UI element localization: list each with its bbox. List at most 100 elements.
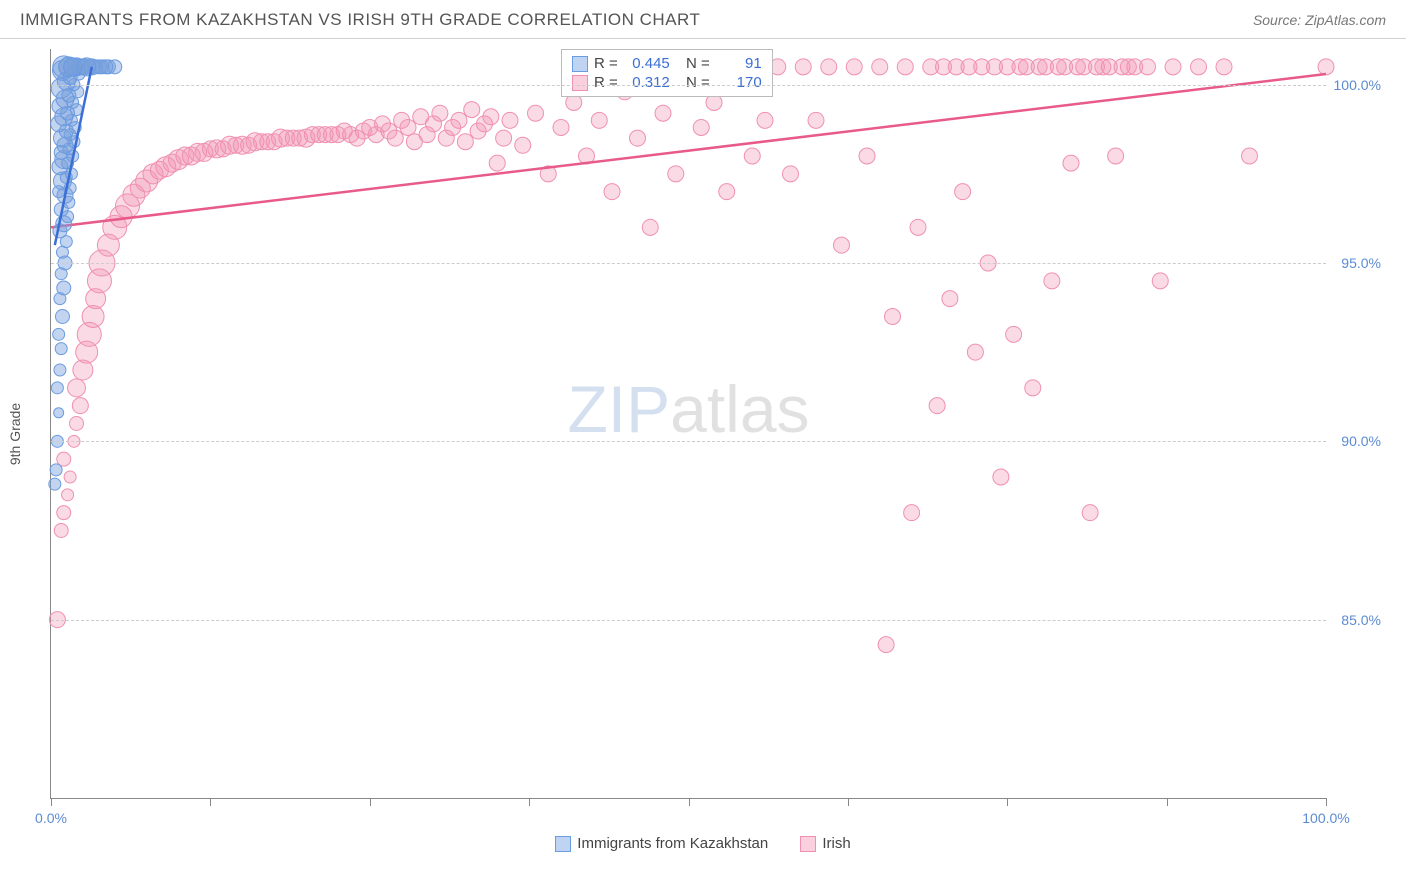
- y-axis-label: 9th Grade: [7, 403, 23, 465]
- scatter-plot-svg: [51, 49, 1326, 798]
- n-label-1: N =: [686, 55, 710, 72]
- x-tick: [848, 798, 849, 806]
- scatter-point: [795, 59, 811, 75]
- gridline-h: [51, 85, 1326, 86]
- legend-swatch-series1: [572, 56, 588, 72]
- x-tick: [1167, 798, 1168, 806]
- y-tick-label: 95.0%: [1341, 255, 1381, 271]
- scatter-point: [885, 309, 901, 325]
- legend-stats-row-2: R = 0.312 N = 170: [572, 73, 762, 92]
- scatter-point: [630, 130, 646, 146]
- scatter-point: [897, 59, 913, 75]
- y-tick-label: 90.0%: [1341, 433, 1381, 449]
- scatter-point: [878, 637, 894, 653]
- scatter-point: [72, 398, 88, 414]
- scatter-point: [821, 59, 837, 75]
- x-tick-label: 0.0%: [35, 810, 67, 826]
- scatter-point: [1318, 59, 1334, 75]
- x-tick: [529, 798, 530, 806]
- r-label-2: R =: [594, 74, 618, 91]
- scatter-point: [1063, 155, 1079, 171]
- scatter-point: [55, 343, 67, 355]
- chart-container: 9th Grade ZIPatlas R = 0.445 N = 91 R = …: [40, 39, 1386, 829]
- legend-stats-row-1: R = 0.445 N = 91: [572, 54, 762, 73]
- r-label-1: R =: [594, 55, 618, 72]
- bottom-label-series1: Immigrants from Kazakhstan: [577, 835, 768, 852]
- scatter-point: [515, 137, 531, 153]
- x-tick: [370, 798, 371, 806]
- scatter-point: [496, 130, 512, 146]
- r-value-2: 0.312: [624, 74, 670, 91]
- scatter-point: [387, 130, 403, 146]
- scatter-point: [57, 506, 71, 520]
- n-label-2: N =: [686, 74, 710, 91]
- scatter-point: [642, 219, 658, 235]
- y-tick-label: 85.0%: [1341, 612, 1381, 628]
- scatter-point: [993, 469, 1009, 485]
- scatter-point: [967, 344, 983, 360]
- x-tick-label: 100.0%: [1302, 810, 1349, 826]
- scatter-point: [834, 237, 850, 253]
- scatter-point: [54, 524, 68, 538]
- legend-stats-box: R = 0.445 N = 91 R = 0.312 N = 170: [561, 49, 773, 97]
- scatter-point: [464, 102, 480, 118]
- scatter-point: [872, 59, 888, 75]
- scatter-point: [400, 119, 416, 135]
- bottom-legend-item-1: Immigrants from Kazakhstan: [555, 835, 768, 852]
- scatter-point: [1216, 59, 1232, 75]
- r-value-1: 0.445: [624, 55, 670, 72]
- scatter-point: [1191, 59, 1207, 75]
- scatter-point: [1152, 273, 1168, 289]
- scatter-point: [432, 105, 448, 121]
- scatter-point: [49, 478, 61, 490]
- scatter-point: [489, 155, 505, 171]
- x-tick: [689, 798, 690, 806]
- gridline-h: [51, 441, 1326, 442]
- scatter-point: [655, 105, 671, 121]
- gridline-h: [51, 620, 1326, 621]
- scatter-point: [68, 379, 86, 397]
- scatter-point: [719, 184, 735, 200]
- scatter-point: [910, 219, 926, 235]
- n-value-1: 91: [716, 55, 762, 72]
- scatter-point: [1044, 273, 1060, 289]
- scatter-point: [757, 112, 773, 128]
- scatter-point: [846, 59, 862, 75]
- scatter-point: [553, 119, 569, 135]
- scatter-point: [859, 148, 875, 164]
- bottom-legend: Immigrants from Kazakhstan Irish: [0, 829, 1406, 856]
- scatter-point: [668, 166, 684, 182]
- scatter-point: [54, 408, 64, 418]
- scatter-point: [1108, 148, 1124, 164]
- scatter-point: [99, 60, 113, 74]
- plot-area: ZIPatlas R = 0.445 N = 91 R = 0.312 N = …: [50, 49, 1326, 799]
- scatter-point: [57, 281, 71, 295]
- scatter-point: [1082, 505, 1098, 521]
- bottom-swatch-series2: [800, 836, 816, 852]
- scatter-point: [64, 58, 82, 76]
- scatter-point: [693, 119, 709, 135]
- scatter-point: [50, 464, 62, 476]
- scatter-point: [51, 382, 63, 394]
- scatter-point: [483, 109, 499, 125]
- scatter-point: [591, 112, 607, 128]
- source-name: ZipAtlas.com: [1305, 12, 1386, 28]
- bottom-label-series2: Irish: [822, 835, 850, 852]
- scatter-point: [1025, 380, 1041, 396]
- x-tick: [1007, 798, 1008, 806]
- chart-header: IMMIGRANTS FROM KAZAKHSTAN VS IRISH 9TH …: [0, 0, 1406, 39]
- bottom-legend-item-2: Irish: [800, 835, 850, 852]
- chart-source: Source: ZipAtlas.com: [1253, 12, 1386, 28]
- scatter-point: [528, 105, 544, 121]
- x-tick: [1326, 798, 1327, 806]
- scatter-point: [744, 148, 760, 164]
- bottom-swatch-series1: [555, 836, 571, 852]
- scatter-point: [451, 112, 467, 128]
- legend-swatch-series2: [572, 75, 588, 91]
- scatter-point: [502, 112, 518, 128]
- scatter-point: [64, 471, 76, 483]
- scatter-point: [1242, 148, 1258, 164]
- scatter-point: [53, 328, 65, 340]
- scatter-point: [808, 112, 824, 128]
- scatter-point: [56, 246, 68, 258]
